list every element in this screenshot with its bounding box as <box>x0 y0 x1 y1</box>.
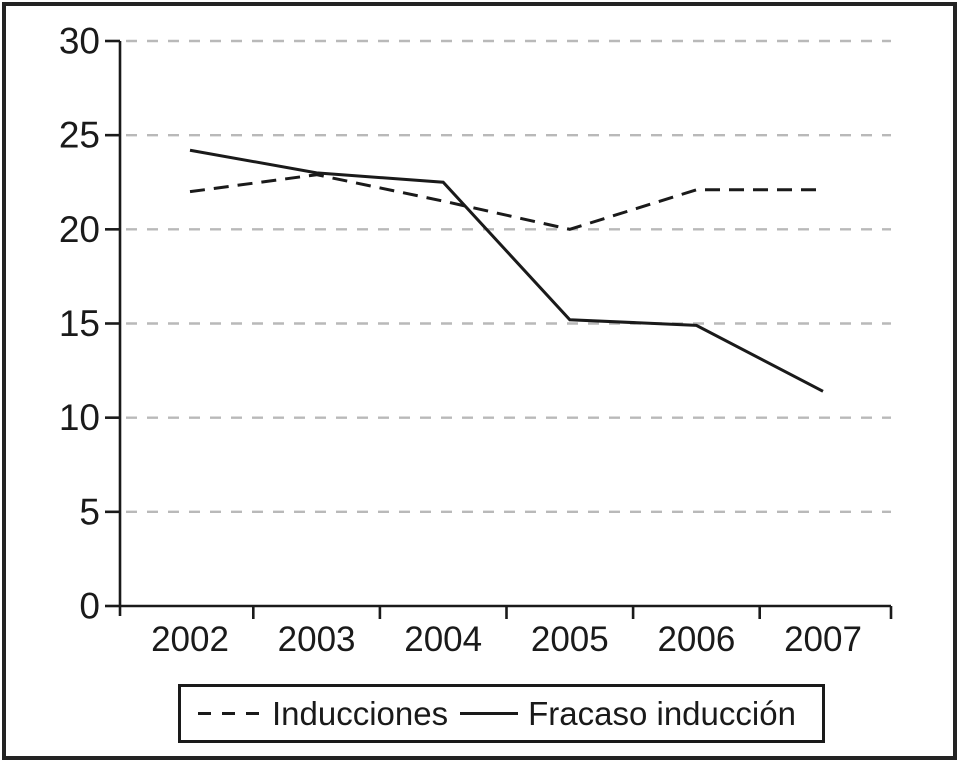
y-tick-label-10: 10 <box>59 397 100 438</box>
legend-item-fracaso-induccion: Fracaso inducción <box>460 695 796 733</box>
y-tick-label-25: 25 <box>59 115 100 156</box>
dashed-line-sample-icon <box>198 712 262 715</box>
y-tick-label-15: 15 <box>59 303 100 344</box>
x-tick-label-2005: 2005 <box>531 620 609 659</box>
x-tick-label-2007: 2007 <box>784 620 862 659</box>
chart-legend: Inducciones Fracaso inducción <box>178 684 825 743</box>
series-line-fracaso-induccion <box>189 148 824 393</box>
x-tick-label-2006: 2006 <box>657 620 735 659</box>
solid-line-sample-icon <box>460 712 519 715</box>
y-tick-label-20: 20 <box>59 209 100 250</box>
x-tick-label-2003: 2003 <box>278 620 356 659</box>
y-tick-label-0: 0 <box>79 586 100 627</box>
x-tick-label-2004: 2004 <box>404 620 482 659</box>
y-tick-label-30: 30 <box>59 21 100 62</box>
legend-item-inducciones: Inducciones <box>198 695 448 733</box>
line-chart: 0 5 10 15 20 25 30 2002 2003 2004 2005 2006 2007 <box>59 21 893 659</box>
x-tick-label-2002: 2002 <box>151 620 229 659</box>
legend-label-fracaso-induccion: Fracaso inducción <box>528 694 796 732</box>
legend-label-inducciones: Inducciones <box>272 694 449 732</box>
y-tick-label-5: 5 <box>79 491 100 532</box>
series-line-inducciones <box>189 173 823 231</box>
